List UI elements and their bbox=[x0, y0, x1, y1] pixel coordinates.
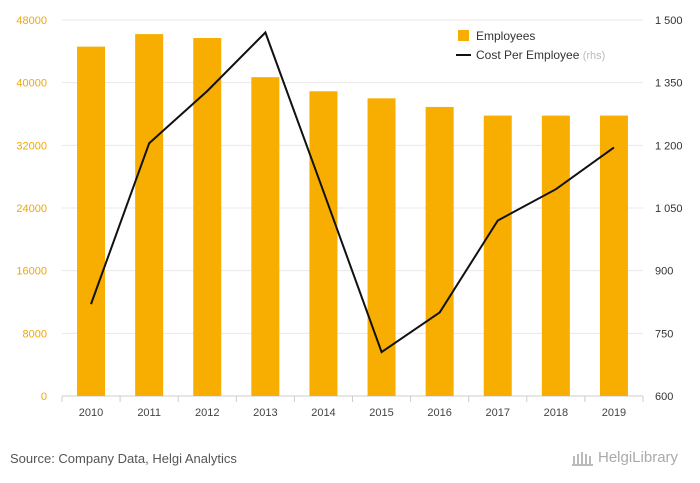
legend-label-cost: Cost Per Employee (rhs) bbox=[476, 48, 605, 62]
bar-2012 bbox=[193, 38, 222, 397]
cost-per-employee-line bbox=[90, 30, 615, 354]
right-tick-label: 1 350 bbox=[655, 78, 683, 90]
bar-2010 bbox=[77, 46, 106, 397]
library-icon bbox=[572, 451, 593, 466]
right-tick-label: 750 bbox=[655, 328, 673, 340]
right-tick-label: 1 050 bbox=[655, 203, 683, 215]
right-tick-label: 600 bbox=[655, 391, 673, 403]
left-tick-label: 48000 bbox=[16, 15, 47, 27]
brand-logo: HelgiLibrary bbox=[572, 449, 678, 466]
bar-2011 bbox=[135, 34, 164, 396]
x-axis: 2010 2011 2012 2013 2014 2015 2016 2017 2018 2019 bbox=[79, 407, 626, 419]
left-tick-label: 32000 bbox=[16, 140, 47, 152]
left-tick-label: 24000 bbox=[16, 203, 47, 215]
left-tick-label: 0 bbox=[41, 391, 47, 403]
bar-2016 bbox=[425, 106, 454, 396]
legend: Employees Cost Per Employee (rhs) bbox=[456, 29, 605, 62]
x-tick-label: 2010 bbox=[79, 407, 103, 419]
bar-2013 bbox=[251, 77, 280, 396]
x-tick-label: 2018 bbox=[544, 407, 568, 419]
right-tick-label: 900 bbox=[655, 266, 673, 278]
legend-rhs-suffix: (rhs) bbox=[583, 50, 606, 62]
x-tick-label: 2019 bbox=[602, 407, 626, 419]
legend-label-employees: Employees bbox=[476, 29, 535, 43]
x-tick-label: 2013 bbox=[253, 407, 277, 419]
left-axis: 0 8000 16000 24000 32000 40000 48000 bbox=[16, 15, 47, 403]
bar-2014 bbox=[309, 91, 338, 397]
bar-2017 bbox=[483, 115, 512, 397]
bar-series-employees bbox=[77, 34, 628, 397]
left-tick-label: 16000 bbox=[16, 266, 47, 278]
brand-name: HelgiLibrary bbox=[598, 449, 679, 466]
right-tick-label: 1 200 bbox=[655, 140, 683, 152]
left-tick-label: 8000 bbox=[23, 328, 47, 340]
x-tick-label: 2011 bbox=[137, 407, 161, 419]
x-tick-label: 2014 bbox=[311, 407, 335, 419]
bar-2018 bbox=[541, 115, 570, 397]
left-tick-label: 40000 bbox=[16, 78, 47, 90]
x-tick-label: 2016 bbox=[427, 407, 451, 419]
x-tick-label: 2012 bbox=[195, 407, 219, 419]
source-note: Source: Company Data, Helgi Analytics bbox=[10, 451, 237, 466]
bar-2019 bbox=[599, 115, 628, 397]
right-axis: 600 750 900 1 050 1 200 1 350 1 500 bbox=[655, 15, 683, 403]
x-tick-label: 2017 bbox=[486, 407, 510, 419]
x-tick-label: 2015 bbox=[369, 407, 393, 419]
line-series-cost-per-employee bbox=[90, 30, 615, 354]
legend-swatch-employees bbox=[458, 30, 469, 41]
right-tick-label: 1 500 bbox=[655, 15, 683, 27]
